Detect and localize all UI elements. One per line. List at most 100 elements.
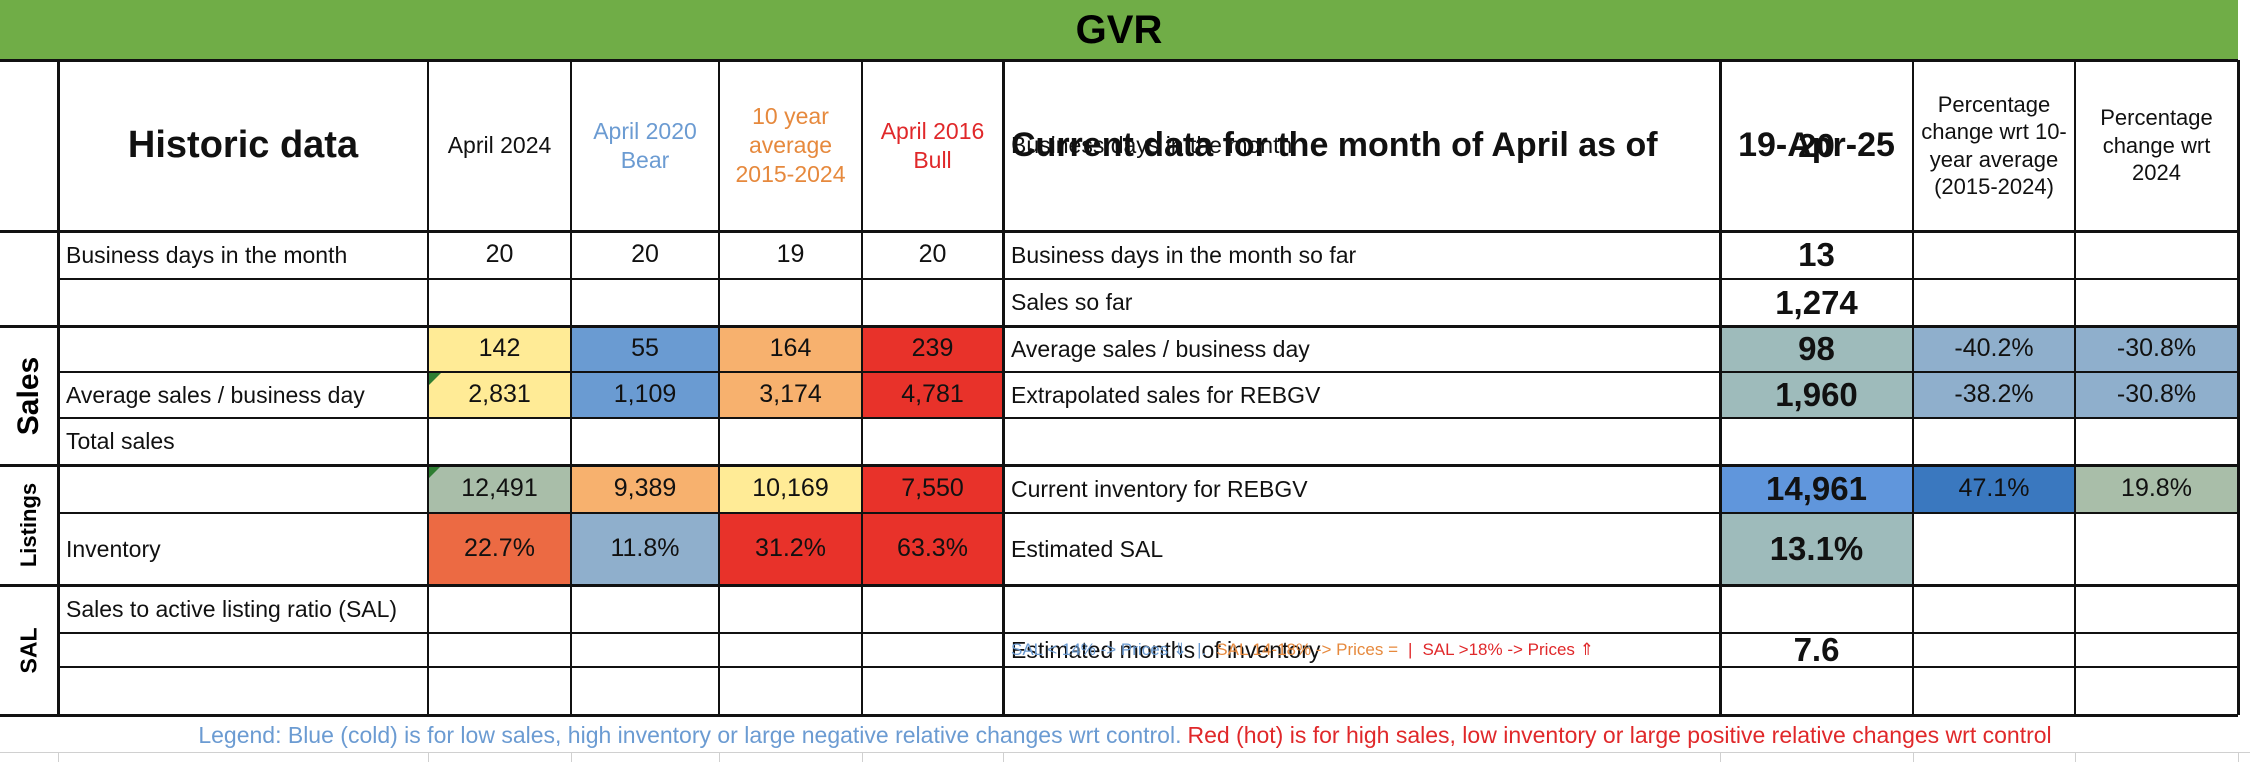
sal-avg10[interactable]: 31.2%	[719, 513, 862, 585]
sheet-gridline	[571, 752, 572, 762]
header-10yr-average: 10 year average 2015-2024	[735, 103, 846, 187]
group-label-listings: Listings	[16, 482, 41, 568]
row-label-business-days: Business days in the month	[66, 241, 348, 268]
current-value-inventory[interactable]: 14,961	[1720, 465, 1913, 513]
current-label-est-sal: Estimated SAL	[1011, 535, 1164, 562]
row-label-total-sales: Total sales	[66, 428, 175, 455]
total-sales-avg10[interactable]: 3,174	[719, 372, 862, 418]
header-pct-2024: Percentage change wrt 2024	[2100, 105, 2213, 186]
grid-hline	[0, 714, 2238, 717]
grid-hline	[58, 666, 2238, 668]
sheet-gridline	[428, 752, 429, 762]
grid-hline	[0, 59, 2238, 62]
current-label-months-inventory: Estimated months of inventory	[1011, 636, 1321, 663]
inventory-apr2024[interactable]: 12,491	[428, 465, 571, 513]
pct-2024-avg-sales[interactable]: -30.8%	[2075, 326, 2238, 372]
sheet-gridline	[1720, 752, 1721, 762]
sal-key-sep1: |.	[1197, 640, 1207, 660]
sheet-gridline	[2075, 752, 2076, 762]
comment-marker-inventory	[429, 466, 441, 478]
business-days-apr2020[interactable]: 20	[631, 240, 659, 269]
current-value-extrapolated[interactable]: 1,960	[1720, 372, 1913, 418]
grid-vline	[427, 60, 429, 715]
grid-hline	[58, 278, 2238, 280]
current-label-avg-sales: Average sales / business day	[1011, 335, 1310, 362]
header-april-2016: April 2016 Bull	[880, 117, 985, 173]
inventory-apr2020[interactable]: 9,389	[571, 465, 719, 513]
sheet-gridline	[0, 752, 2250, 753]
sal-key-high: SAL >18% -> Prices ⇑	[1422, 640, 1594, 660]
pct-10yr-extrapolated[interactable]: -38.2%	[1913, 372, 2075, 418]
business-days-apr2016[interactable]: 20	[918, 240, 947, 269]
pct-2024-inventory[interactable]: 19.8%	[2075, 465, 2238, 513]
current-label-sales-so-far: Sales so far	[1011, 289, 1133, 316]
sal-apr2016[interactable]: 63.3%	[862, 513, 1003, 585]
sheet-title: GVR	[0, 0, 2238, 60]
row-label-inventory: Inventory	[66, 535, 161, 562]
current-value-avg-sales[interactable]: 98	[1720, 326, 1913, 372]
avg-sales-avg10[interactable]: 164	[719, 326, 862, 372]
legend-blue-text: Legend: Blue (cold) is for low sales, hi…	[198, 721, 1182, 748]
sal-apr2024[interactable]: 22.7%	[428, 513, 571, 585]
grid-vline	[1912, 60, 1914, 715]
grid-hline	[58, 512, 2238, 514]
sal-key-sep2: |	[1408, 640, 1413, 660]
total-sales-apr2020[interactable]: 1,109	[571, 372, 719, 418]
grid-vline	[861, 60, 863, 715]
current-label-days-so-far: Business days in the month so far	[1011, 241, 1357, 268]
pct-2024-extrapolated[interactable]: -30.8%	[2075, 372, 2238, 418]
row-label-sal: Sales to active listing ratio (SAL)	[66, 595, 398, 622]
total-sales-apr2016[interactable]: 4,781	[862, 372, 1003, 418]
pct-10yr-avg-sales[interactable]: -40.2%	[1913, 326, 2075, 372]
grid-hline	[0, 464, 2238, 467]
grid-vline	[570, 60, 572, 715]
sheet-gridline	[1913, 752, 1914, 762]
grid-vline	[1719, 60, 1722, 715]
grid-hline	[58, 632, 2238, 634]
sheet-gridline	[719, 752, 720, 762]
avg-sales-apr2020[interactable]: 55	[571, 326, 719, 372]
grid-vline	[2074, 60, 2076, 715]
grid-hline	[0, 325, 2238, 328]
header-april-2024: April 2024	[447, 132, 552, 159]
business-days-avg10[interactable]: 19	[776, 240, 805, 269]
sheet-gridline	[2238, 752, 2239, 762]
grid-vline	[718, 60, 720, 715]
grid-hline	[58, 417, 2238, 419]
current-value-months-inventory[interactable]: 7.6	[1793, 631, 1840, 669]
avg-sales-apr2016[interactable]: 239	[862, 326, 1003, 372]
avg-sales-apr2024[interactable]: 142	[428, 326, 571, 372]
sal-key-low: SAL < 14% -> Prices ⇓	[1011, 640, 1188, 660]
business-days-apr2024[interactable]: 20	[485, 240, 514, 269]
row-label-avg-sales: Average sales / business day	[66, 381, 365, 408]
group-label-listings-wrap: Listings	[0, 465, 58, 585]
inventory-avg10[interactable]: 10,169	[719, 465, 862, 513]
group-label-sales-wrap: Sales	[0, 326, 58, 465]
grid-vline	[2237, 60, 2240, 715]
pct-10yr-inventory[interactable]: 47.1%	[1913, 465, 2075, 513]
group-label-sal-wrap: SAL	[0, 585, 58, 715]
current-value-sales-so-far[interactable]: 1,274	[1775, 283, 1858, 321]
grid-vline	[1002, 60, 1005, 715]
current-value-days-so-far[interactable]: 13	[1798, 236, 1835, 274]
group-label-sal: SAL	[15, 627, 42, 673]
header-current: Current data for the month of April as o…	[1011, 126, 1658, 165]
group-label-sales: Sales	[12, 356, 45, 435]
sheet-gridline	[1003, 752, 1004, 762]
current-value-est-sal[interactable]: 13.1%	[1720, 513, 1913, 585]
total-sales-apr2024[interactable]: 2,831	[428, 372, 571, 418]
current-value-business-days[interactable]: 20	[1798, 126, 1835, 164]
current-label-inventory: Current inventory for REBGV	[1011, 475, 1308, 502]
legend-red-text: Red (hot) is for high sales, low invento…	[1187, 721, 2052, 748]
header-historic: Historic data	[127, 123, 359, 166]
comment-marker-total-sales	[429, 373, 441, 385]
current-label-business-days: Business days in the month	[1011, 132, 1293, 159]
grid-hline	[58, 371, 2238, 373]
grid-hline	[0, 230, 2238, 233]
sal-key-mid: SAL 14-18% -> Prices =	[1216, 640, 1399, 660]
sal-apr2020[interactable]: 11.8%	[571, 513, 719, 585]
grid-hline	[0, 584, 2238, 587]
header-pct-10yr: Percentage change wrt 10-year average (2…	[1921, 91, 2067, 200]
inventory-apr2016[interactable]: 7,550	[862, 465, 1003, 513]
